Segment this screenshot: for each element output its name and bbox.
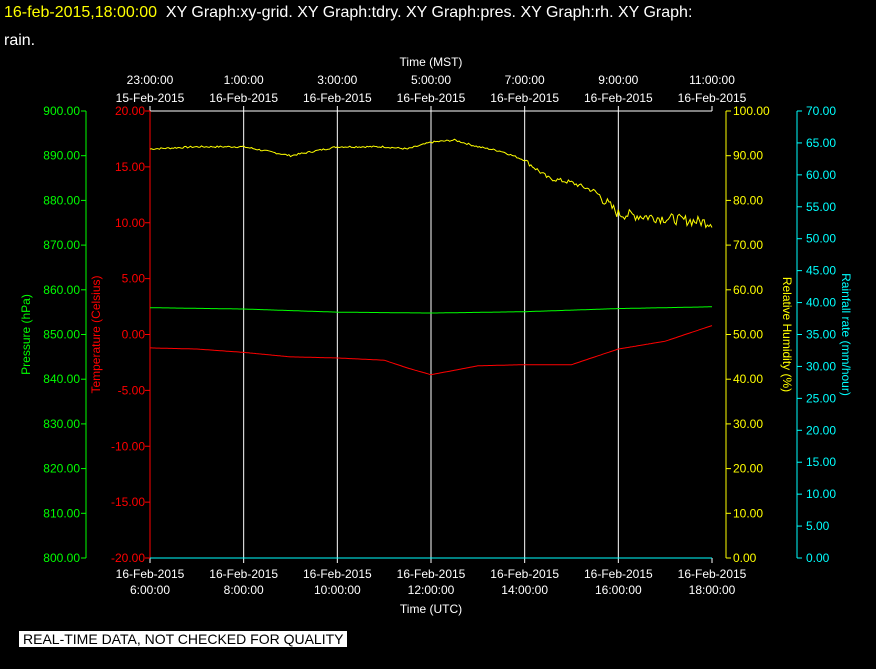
pressure-axis-tick-label: 840.00: [43, 372, 80, 386]
temperature-axis-tick-label: 20.00: [115, 104, 145, 118]
rain-axis-tick-label: 65.00: [806, 136, 836, 150]
pressure-series-line: [150, 306, 712, 314]
header-graph-list-continued: rain.: [4, 32, 36, 49]
rain-axis-tick-label: 40.00: [806, 296, 836, 310]
x-tick-label-top-date: 15-Feb-2015: [116, 91, 185, 105]
temperature-axis-tick-label: -10.00: [111, 439, 145, 453]
header-graph-list: XY Graph:xy-grid. XY Graph:tdry. XY Grap…: [165, 4, 693, 21]
x-tick-label-bottom-date: 16-Feb-2015: [397, 567, 466, 581]
temperature-axis-tick-label: 0.00: [122, 328, 146, 342]
pressure-axis-tick-label: 870.00: [43, 238, 80, 252]
temperature-axis-tick-label: -20.00: [111, 551, 145, 565]
x-tick-label-bottom-date: 16-Feb-2015: [490, 567, 559, 581]
x-tick-label-top-date: 16-Feb-2015: [490, 91, 559, 105]
temperature-axis-tick-label: -15.00: [111, 495, 145, 509]
x-tick-label-bottom-date: 16-Feb-2015: [303, 567, 372, 581]
humidity-axis-tick-label: 100.00: [733, 104, 770, 118]
pressure-axis-tick-label: 850.00: [43, 328, 80, 342]
x-axis-title-top: Time (MST): [400, 55, 463, 69]
rain-axis-tick-label: 70.00: [806, 104, 836, 118]
x-axis-title-bottom: Time (UTC): [400, 602, 462, 616]
x-tick-label-top-date: 16-Feb-2015: [397, 91, 466, 105]
x-tick-label-top-time: 9:00:00: [598, 73, 638, 87]
rain-axis-tick-label: 20.00: [806, 423, 836, 437]
humidity-axis-tick-label: 70.00: [733, 238, 763, 252]
humidity-axis-tick-label: 0.00: [733, 551, 757, 565]
x-tick-label-top-time: 5:00:00: [411, 73, 451, 87]
rain-axis-tick-label: 25.00: [806, 391, 836, 405]
temperature-axis-tick-label: 10.00: [115, 216, 145, 230]
rain-axis-tick-label: 30.00: [806, 359, 836, 373]
temperature-axis-tick-label: 5.00: [122, 272, 146, 286]
humidity-axis-tick-label: 90.00: [733, 149, 763, 163]
x-tick-label-bottom-date: 16-Feb-2015: [116, 567, 185, 581]
humidity-axis-title: Relative Humidity (%): [780, 277, 794, 392]
rain-axis-tick-label: 0.00: [806, 551, 830, 565]
humidity-axis-tick-label: 40.00: [733, 372, 763, 386]
x-tick-label-bottom-date: 16-Feb-2015: [209, 567, 278, 581]
x-tick-label-top-time: 1:00:00: [224, 73, 264, 87]
pressure-axis-tick-label: 890.00: [43, 149, 80, 163]
quality-warning-label: REAL-TIME DATA, NOT CHECKED FOR QUALITY: [19, 631, 348, 647]
x-tick-label-top-time: 7:00:00: [505, 73, 545, 87]
rain-axis-tick-label: 15.00: [806, 455, 836, 469]
x-tick-label-bottom-time: 18:00:00: [689, 583, 736, 597]
temperature-series-line: [150, 325, 713, 376]
x-tick-label-top-date: 16-Feb-2015: [584, 91, 653, 105]
humidity-axis-tick-label: 30.00: [733, 417, 763, 431]
humidity-axis-tick-label: 60.00: [733, 283, 763, 297]
humidity-axis-tick-label: 80.00: [733, 193, 763, 207]
humidity-axis-tick-label: 20.00: [733, 462, 763, 476]
x-tick-label-bottom-time: 14:00:00: [501, 583, 548, 597]
rain-axis-tick-label: 10.00: [806, 487, 836, 501]
pressure-axis-tick-label: 800.00: [43, 551, 80, 565]
temperature-axis-tick-label: 15.00: [115, 160, 145, 174]
x-tick-label-bottom-date: 16-Feb-2015: [678, 567, 747, 581]
pressure-axis-tick-label: 860.00: [43, 283, 80, 297]
x-tick-label-top-date: 16-Feb-2015: [209, 91, 278, 105]
rain-axis-tick-label: 60.00: [806, 168, 836, 182]
rain-axis-tick-label: 5.00: [806, 519, 830, 533]
header-timestamp: 16-feb-2015,18:00:00: [4, 4, 158, 21]
chart-header: 16-feb-2015,18:00:00 XY Graph:xy-grid. X…: [4, 3, 692, 23]
humidity-series-line: [149, 138, 713, 229]
rain-axis-tick-label: 45.00: [806, 264, 836, 278]
humidity-axis-tick-label: 10.00: [733, 506, 763, 520]
humidity-axis-tick-label: 50.00: [733, 328, 763, 342]
x-tick-label-bottom-time: 10:00:00: [314, 583, 361, 597]
pressure-axis-tick-label: 820.00: [43, 462, 80, 476]
pressure-axis-tick-label: 900.00: [43, 104, 80, 118]
x-tick-label-top-time: 3:00:00: [317, 73, 357, 87]
x-tick-label-top-time: 11:00:00: [689, 73, 735, 87]
x-tick-label-bottom-time: 8:00:00: [224, 583, 264, 597]
temperature-axis-tick-label: -5.00: [118, 383, 146, 397]
pressure-axis-tick-label: 880.00: [43, 193, 80, 207]
x-tick-label-top-date: 16-Feb-2015: [678, 91, 747, 105]
x-tick-label-bottom-date: 16-Feb-2015: [584, 567, 653, 581]
x-tick-label-top-time: 23:00:00: [127, 73, 174, 87]
x-tick-label-top-date: 16-Feb-2015: [303, 91, 372, 105]
temperature-axis-title: Temperature (Celsius): [89, 275, 103, 393]
rain-axis-title: Rainfall rate (mm/hour): [839, 273, 853, 396]
pressure-axis-tick-label: 830.00: [43, 417, 80, 431]
rain-axis-tick-label: 55.00: [806, 200, 836, 214]
rain-axis-tick-label: 35.00: [806, 328, 836, 342]
rain-axis-tick-label: 50.00: [806, 232, 836, 246]
x-tick-label-bottom-time: 16:00:00: [595, 583, 642, 597]
pressure-axis-tick-label: 810.00: [43, 506, 80, 520]
x-tick-label-bottom-time: 12:00:00: [408, 583, 455, 597]
x-tick-label-bottom-time: 6:00:00: [130, 583, 170, 597]
pressure-axis-title: Pressure (hPa): [19, 294, 33, 375]
